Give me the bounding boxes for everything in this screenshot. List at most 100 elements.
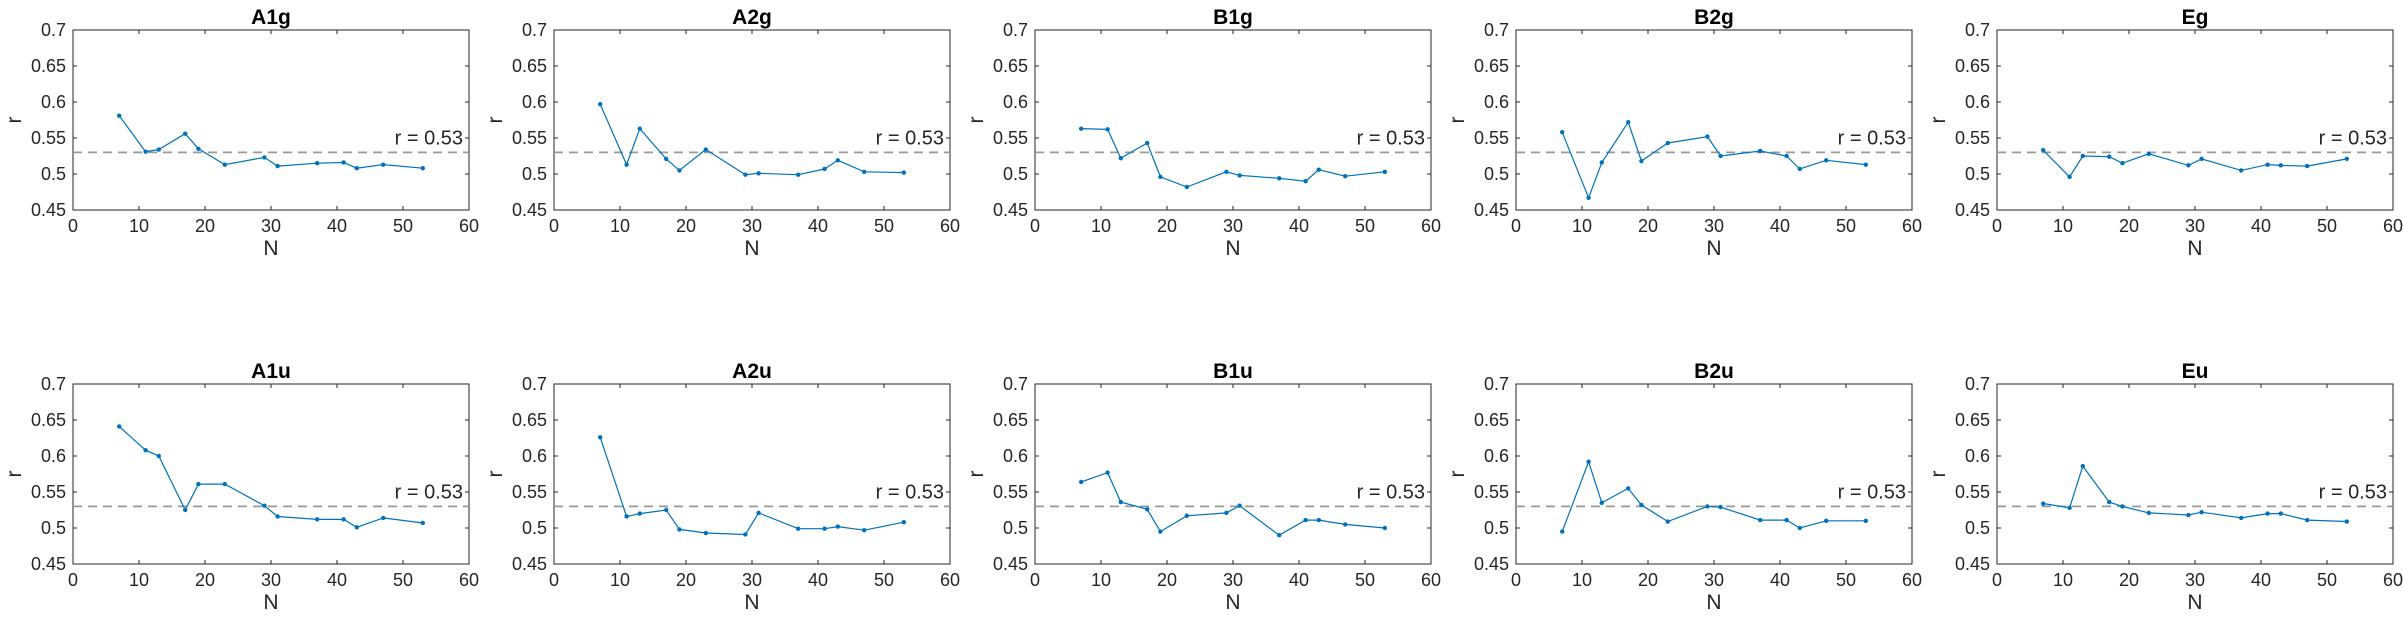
panel-title: A2u <box>732 360 772 383</box>
y-axis-label: r <box>484 117 507 124</box>
data-point <box>1382 525 1388 531</box>
data-point <box>1586 459 1591 464</box>
data-point <box>664 507 669 513</box>
data-point <box>1560 529 1565 534</box>
y-tick-label: 0.65 <box>512 410 547 430</box>
data-point <box>1224 510 1229 516</box>
x-tick-label: 40 <box>327 216 347 236</box>
data-point <box>381 162 386 167</box>
panel-b1g: 0 10 20 30 40 50 60 0.45 0.5 0.55 0.6 0.65 0.7 Nr B1g r… <box>965 6 1441 260</box>
y-tick-label: 0.5 <box>1003 518 1028 538</box>
axes-box <box>72 29 470 211</box>
y-axis-label: r <box>3 471 26 478</box>
x-axis-label: N <box>263 591 278 614</box>
data-point <box>2080 463 2085 469</box>
x-tick-label: 0 <box>549 570 559 590</box>
panel-a1g: 0 10 20 30 40 50 60 0.45 0.5 0.55 0.6 0.65 0.7 Nr A1g r… <box>3 6 479 260</box>
data-point <box>1599 160 1605 165</box>
data-point <box>2239 168 2244 173</box>
data-point <box>1105 127 1110 132</box>
data-point <box>2305 163 2310 169</box>
data-point <box>1758 148 1763 154</box>
y-tick-label: 0.6 <box>41 446 66 466</box>
x-tick-label: 60 <box>1902 570 1922 590</box>
x-tick-label: 40 <box>2251 216 2271 236</box>
data-point <box>1626 119 1631 125</box>
x-tick-label: 10 <box>610 570 630 590</box>
y-tick-label: 0.6 <box>1965 446 1990 466</box>
data-point <box>1797 525 1803 531</box>
x-tick-label: 50 <box>1355 570 1375 590</box>
data-point <box>2067 174 2072 180</box>
x-tick-label: 50 <box>1836 570 1856 590</box>
y-tick-label: 0.7 <box>41 20 66 40</box>
y-tick-label: 0.7 <box>522 374 547 394</box>
data-point <box>796 172 801 177</box>
y-axis-label: r <box>1927 117 1950 124</box>
data-point <box>183 507 188 513</box>
data-point <box>143 149 148 154</box>
y-tick-label: 0.65 <box>1955 410 1990 430</box>
x-axis-label: N <box>1706 591 1721 614</box>
data-point <box>2186 163 2191 168</box>
data-point <box>1599 500 1605 505</box>
data-point <box>1105 470 1110 475</box>
data-point <box>703 530 708 536</box>
data-point <box>183 131 188 136</box>
data-point <box>275 514 280 519</box>
x-tick-label: 30 <box>2185 570 2205 590</box>
y-tick-label: 0.5 <box>522 164 547 184</box>
y-tick-label: 0.55 <box>31 482 66 502</box>
x-tick-label: 60 <box>1902 216 1922 236</box>
data-point <box>1079 479 1084 485</box>
y-tick-label: 0.5 <box>41 164 66 184</box>
data-point <box>1184 184 1190 190</box>
data-point <box>2199 509 2204 515</box>
y-axis-label: r <box>965 471 988 478</box>
data-point <box>1079 126 1084 131</box>
x-axis-label: N <box>744 237 759 260</box>
data-point <box>196 146 201 151</box>
panel-title: B1u <box>1213 360 1253 383</box>
x-tick-label: 30 <box>1704 216 1724 236</box>
x-tick-label: 50 <box>874 570 894 590</box>
data-point <box>1145 140 1150 146</box>
data-point <box>901 520 906 525</box>
data-point <box>381 515 386 521</box>
data-point <box>1665 519 1671 524</box>
data-point <box>2041 148 2046 153</box>
axes-box <box>1034 383 1432 565</box>
axes-box <box>72 383 470 565</box>
x-tick-label: 60 <box>1421 570 1441 590</box>
data-point <box>262 503 267 508</box>
reference-label: r = 0.53 <box>395 127 463 149</box>
axes-box <box>1515 383 1913 565</box>
y-tick-label: 0.5 <box>1484 518 1509 538</box>
x-tick-label: 0 <box>1511 570 1521 590</box>
data-point <box>2107 154 2112 159</box>
data-point <box>2344 519 2349 524</box>
data-point <box>1560 130 1565 135</box>
y-tick-label: 0.5 <box>1965 518 1990 538</box>
data-point <box>1718 153 1723 159</box>
data-point <box>315 517 320 522</box>
y-tick-label: 0.7 <box>1003 374 1028 394</box>
data-point <box>2186 512 2191 518</box>
data-point <box>1118 155 1124 161</box>
axes-box <box>553 29 951 211</box>
x-tick-label: 10 <box>2053 216 2073 236</box>
data-point <box>2344 156 2349 162</box>
x-tick-label: 0 <box>1992 216 2002 236</box>
data-point <box>1158 174 1163 180</box>
data-point <box>2067 505 2072 511</box>
reference-label: r = 0.53 <box>1838 481 1906 503</box>
data-point <box>1705 504 1710 509</box>
data-point <box>2120 504 2125 509</box>
y-tick-label: 0.65 <box>512 56 547 76</box>
data-point <box>1237 173 1242 178</box>
data-point <box>822 166 827 172</box>
panel-eg: 0 10 20 30 40 50 60 0.45 0.5 0.55 0.6 0.65 0.7 Nr Eg r … <box>1927 6 2403 260</box>
data-point <box>1224 169 1229 175</box>
data-point <box>1316 517 1322 523</box>
